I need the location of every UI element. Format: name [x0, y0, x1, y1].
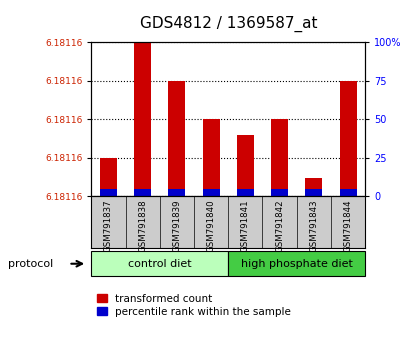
Text: GSM791844: GSM791844 [344, 199, 353, 252]
Text: GSM791840: GSM791840 [207, 199, 216, 252]
Text: GSM791843: GSM791843 [309, 199, 318, 252]
Bar [203, 189, 220, 196]
Text: GDS4812 / 1369587_at: GDS4812 / 1369587_at [139, 16, 317, 32]
Bar [100, 158, 117, 196]
Text: high phosphate diet: high phosphate diet [241, 259, 353, 269]
Text: control diet: control diet [128, 259, 192, 269]
Bar [271, 189, 288, 196]
Bar [305, 178, 322, 196]
Bar [237, 135, 254, 196]
Bar [339, 81, 356, 196]
Text: GSM791838: GSM791838 [138, 199, 147, 252]
Bar [134, 42, 151, 196]
Bar [271, 120, 288, 196]
Bar [168, 81, 186, 196]
Legend: transformed count, percentile rank within the sample: transformed count, percentile rank withi… [97, 294, 291, 317]
Text: GSM791837: GSM791837 [104, 199, 113, 252]
Bar [237, 189, 254, 196]
Bar [168, 189, 186, 196]
Text: GSM791842: GSM791842 [275, 199, 284, 252]
Text: GSM791841: GSM791841 [241, 199, 250, 252]
Text: GSM791839: GSM791839 [172, 199, 181, 252]
Bar [339, 189, 356, 196]
Bar [305, 189, 322, 196]
Bar [134, 189, 151, 196]
Bar [100, 189, 117, 196]
Bar [203, 120, 220, 196]
Text: protocol: protocol [8, 259, 54, 269]
